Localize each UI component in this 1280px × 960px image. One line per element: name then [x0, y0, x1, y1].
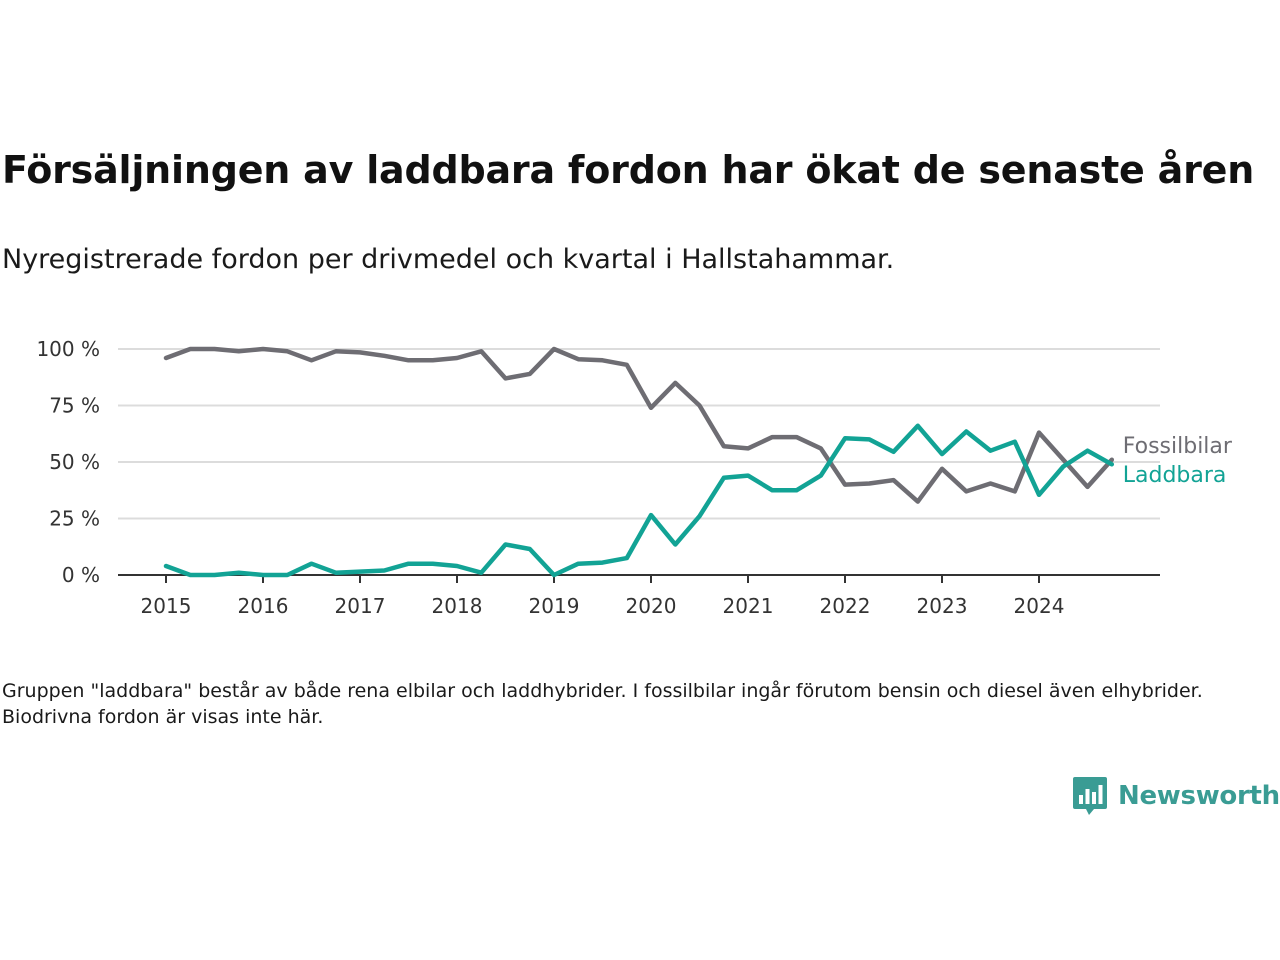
- series-lines: [163, 346, 1115, 578]
- brand-name: Newsworthy: [1118, 781, 1280, 811]
- series-labels: Fossilbilar Laddbara: [1123, 434, 1233, 488]
- x-axis: 2015 2016 2017 2018 2019 2020 2021 2022 2023 2024: [118, 574, 1160, 618]
- line-chart: 0 %25 %50 %75 %100 % 2015 2016 2017 2018 201…: [36, 337, 1233, 618]
- footnote: Gruppen "laddbara" består av både rena e…: [2, 680, 1203, 728]
- series-line-laddbara: [163, 423, 1115, 578]
- x-tick-label: 2015: [141, 594, 192, 618]
- series-label-laddbara: Laddbara: [1123, 463, 1227, 488]
- y-tick-label: 100 %: [36, 337, 100, 361]
- x-tick-label: 2017: [335, 594, 386, 618]
- series-line-fossilbilar: [163, 346, 1115, 504]
- y-tick-label: 0 %: [62, 563, 100, 587]
- chart-subtitle: Nyregistrerade fordon per drivmedel och …: [2, 244, 895, 275]
- x-tick-label: 2021: [723, 594, 774, 618]
- grid-lines: [118, 348, 1160, 520]
- x-tick-label: 2022: [820, 594, 871, 618]
- brand-logo[interactable]: Newsworthy: [1072, 776, 1280, 816]
- y-tick-label: 50 %: [49, 450, 100, 474]
- x-tick-label: 2024: [1014, 594, 1065, 618]
- x-tick-label: 2018: [432, 594, 483, 618]
- y-tick-label: 75 %: [49, 394, 100, 418]
- series-label-fossilbilar: Fossilbilar: [1123, 434, 1233, 459]
- y-tick-label: 25 %: [49, 507, 100, 531]
- x-tick-label: 2016: [238, 594, 289, 618]
- x-tick-label: 2020: [626, 594, 677, 618]
- x-tick-label: 2023: [917, 594, 968, 618]
- chart-title: Försäljningen av laddbara fordon har öka…: [2, 148, 1255, 192]
- x-tick-label: 2019: [529, 594, 580, 618]
- y-axis-tick-labels: 0 % 25 % 50 % 75 % 100 %: [36, 337, 100, 587]
- newsworthy-logo-icon: [1073, 777, 1107, 815]
